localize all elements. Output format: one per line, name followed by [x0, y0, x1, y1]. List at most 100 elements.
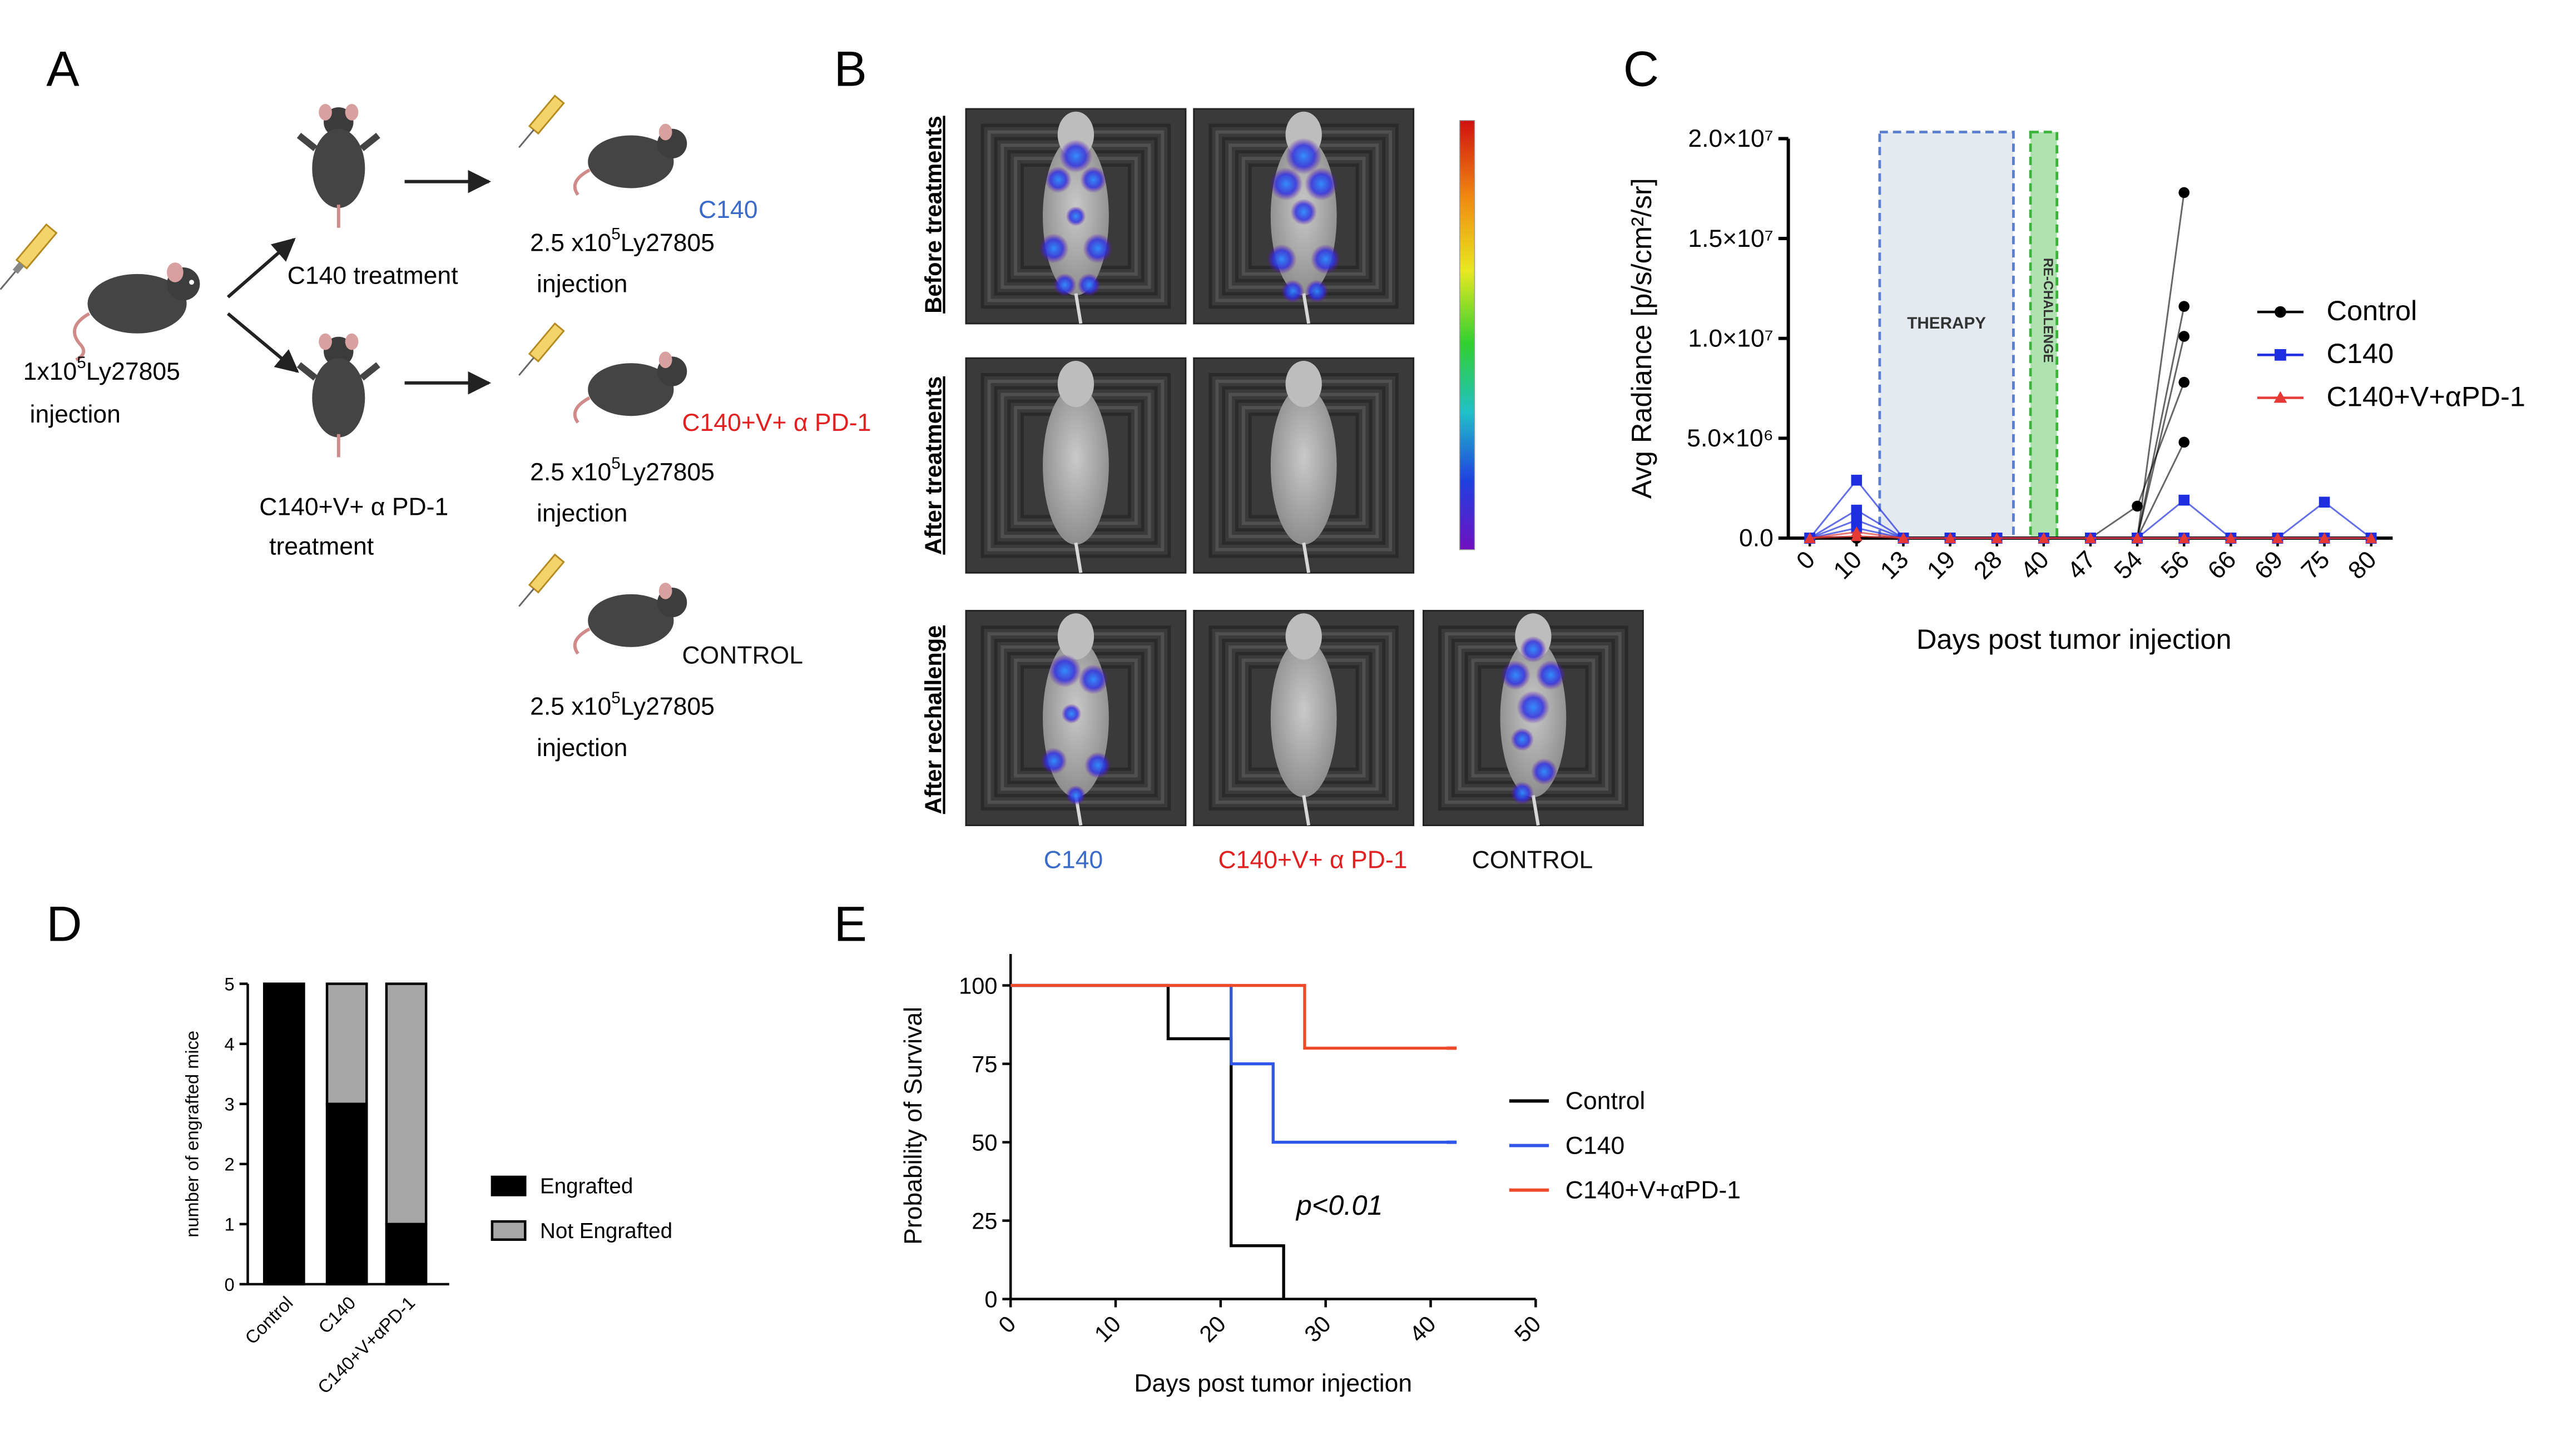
legend-label: Engrafted: [540, 1175, 633, 1199]
luminescence-signal: [1281, 280, 1305, 303]
data-point: [2225, 532, 2237, 543]
mouse-tail: [1531, 795, 1540, 826]
y-tick-label: 2.0×10⁷: [1688, 125, 1774, 152]
region-label: THERAPY: [1907, 314, 1986, 332]
luminescence-signal: [1077, 273, 1101, 297]
data-point: [1991, 532, 2003, 543]
group-label-control: CONTROL: [682, 642, 803, 669]
shaded-region: [1878, 131, 2015, 540]
panel-b-imaging: Before treatments After treatments After r…: [920, 108, 1644, 874]
mouse-tail: [1074, 542, 1083, 573]
mouse-head: [1285, 613, 1322, 660]
column-label: CONTROL: [1472, 847, 1593, 874]
x-axis-label: Days post tumor injection: [1134, 1370, 1412, 1397]
luminescence-signal: [1305, 280, 1329, 303]
data-point: [2319, 496, 2330, 508]
first-injection-exponent: 5: [77, 354, 86, 372]
bar-segment: [262, 982, 305, 1286]
mouse-body: [1270, 639, 1337, 798]
column-label: C140+V+ α PD-1: [1218, 847, 1408, 874]
panel-label-d: D: [46, 896, 82, 951]
x-tick-label: 30: [1299, 1310, 1336, 1347]
survival-curve: [1010, 983, 1452, 1050]
luminescence-signal: [1084, 752, 1111, 779]
svg-text:2.5 x105Ly27805: 2.5 x105Ly27805: [530, 225, 715, 257]
x-tick-label: Control: [241, 1292, 297, 1348]
panel-label-b: B: [834, 41, 867, 96]
mouse-body: [1270, 386, 1337, 545]
luminescence-signal: [1083, 233, 1113, 264]
imaging-photo: [965, 357, 1187, 574]
luminescence-signal: [1290, 198, 1317, 225]
luminescence-signal: [1041, 747, 1067, 774]
data-point: [2178, 331, 2190, 342]
mouse-head: [1057, 361, 1094, 408]
bar-segment: [325, 1102, 368, 1286]
y-axis-label: number of engrafted mice: [181, 1031, 202, 1238]
mouse-icon: [73, 262, 200, 361]
rechallenge-group-control: CONTROL 2.5 x105Ly27805 injection: [518, 553, 803, 762]
mouse-tail: [1074, 293, 1083, 324]
y-tick-label: 0: [225, 1274, 235, 1295]
luminescence-signal: [1310, 244, 1341, 274]
imaging-photo: [1193, 357, 1415, 574]
luminescence-signal: [1305, 167, 1338, 201]
y-tick-label: 5.0×10⁶: [1687, 425, 1774, 452]
luminescence-signal: [1078, 664, 1108, 694]
data-point: [2084, 532, 2097, 543]
luminescence-signal: [1285, 138, 1322, 175]
mouse-body: [1043, 386, 1109, 545]
x-tick-label: 80: [2343, 546, 2382, 585]
x-tick-label: 13: [1875, 546, 1914, 585]
data-point: [1804, 532, 1816, 543]
x-tick-label: 75: [2296, 546, 2335, 585]
legend-label: Not Engrafted: [540, 1219, 672, 1243]
luminescence-signal: [1269, 167, 1303, 201]
c140-treatment-label: C140 treatment: [288, 262, 458, 290]
treated-mouse-icon-2: [296, 333, 380, 458]
x-tick-label: 10: [1829, 546, 1867, 585]
imaging-photo: [965, 108, 1187, 325]
row-label: After rechallenge: [920, 625, 946, 814]
data-point: [2272, 532, 2283, 543]
group-label-combo: C140+V+ α PD-1: [682, 409, 871, 436]
x-tick-label: 66: [2203, 546, 2242, 585]
panel-label-e: E: [834, 896, 867, 951]
combo-treatment-label-1: C140+V+ α PD-1: [259, 493, 448, 520]
branch-arrow-up: [226, 237, 296, 299]
luminescence-signal: [1039, 233, 1069, 264]
svg-text:injection: injection: [537, 734, 627, 762]
mouse-head: [1285, 361, 1322, 408]
data-point: [2178, 376, 2190, 388]
y-tick-label: 3: [225, 1094, 235, 1115]
x-tick-label: 19: [1922, 546, 1961, 585]
svg-text:1x105Ly27805: 1x105Ly27805: [23, 354, 180, 385]
data-point: [1898, 532, 1909, 543]
y-tick-label: 75: [972, 1051, 997, 1077]
legend-label: C140+V+αPD-1: [1566, 1177, 1741, 1204]
data-point: [2131, 532, 2143, 543]
luminescence-signal: [1266, 244, 1297, 274]
x-tick-label: 56: [2156, 546, 2195, 585]
column-label: C140: [1044, 847, 1103, 874]
x-tick-label: 50: [1509, 1310, 1546, 1347]
mouse-head: [1057, 613, 1094, 660]
luminescence-signal: [1048, 654, 1082, 688]
first-injection-cell-line: Ly27805: [86, 358, 180, 385]
data-point: [2178, 494, 2190, 506]
x-tick-label: 47: [2062, 546, 2101, 585]
legend-label: Control: [2327, 295, 2418, 326]
data-point: [2319, 532, 2330, 543]
y-tick-label: 5: [225, 973, 235, 994]
panel-c-radiance-chart: THERAPY RE-CHALLENGE 0.0 5.0×10⁶ 1.0×10⁷ 1.5×…: [1626, 125, 2525, 655]
luminescence-signal: [1535, 660, 1566, 690]
rechallenge-group-c140: C140 2.5 x105Ly27805 injection: [518, 95, 757, 298]
panel-a-schema: 1x105Ly27805 injection C140 treatment C1…: [0, 95, 871, 762]
first-injection-label: injection: [30, 401, 121, 428]
imaging-photo: [965, 610, 1187, 827]
luminescence-signal: [1066, 206, 1086, 226]
luminescence-signal: [1053, 273, 1077, 297]
imaging-photo: [1193, 610, 1415, 827]
legend-label: C140+V+αPD-1: [2327, 380, 2525, 412]
legend-label: Control: [1566, 1087, 1646, 1115]
